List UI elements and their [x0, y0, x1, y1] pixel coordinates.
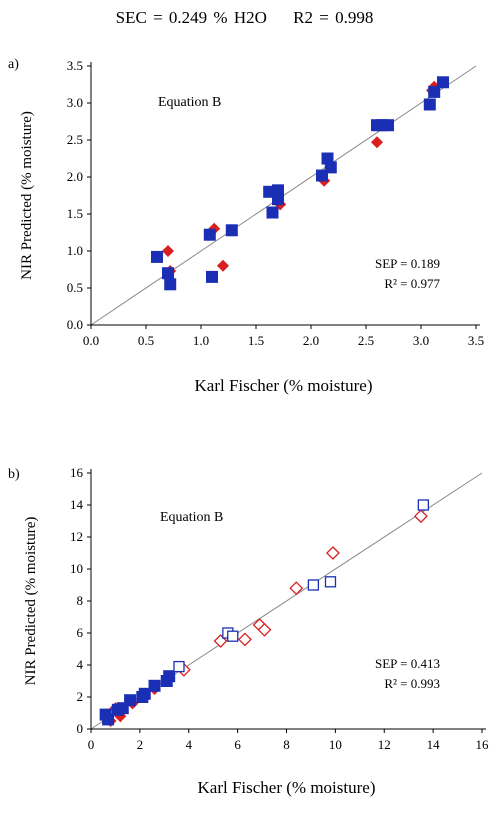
- x-tick-label: 14: [427, 737, 441, 752]
- y-tick-label: 4: [77, 657, 84, 672]
- data-point-square: [124, 694, 137, 707]
- y-tick-label: 0: [77, 721, 84, 736]
- data-point-square: [428, 85, 441, 98]
- y-tick-label: 16: [70, 465, 84, 480]
- data-point-square: [225, 224, 238, 237]
- sec-label: SEC = 0.249 % H2O: [115, 8, 267, 27]
- data-point-square: [102, 713, 115, 726]
- data-point-square: [272, 193, 284, 206]
- x-tick-label: 0.0: [83, 333, 99, 348]
- equation-annotation: Equation B: [160, 510, 223, 525]
- data-point-square: [382, 119, 394, 132]
- data-point-square: [151, 250, 163, 263]
- data-point-square: [163, 670, 176, 683]
- data-point-open-square: [227, 630, 239, 642]
- x-tick-label: 0: [88, 737, 95, 752]
- data-point-square: [324, 161, 337, 174]
- y-tick-label: 2.0: [67, 169, 83, 184]
- x-tick-label: 10: [329, 737, 342, 752]
- r2-annotation: R² = 0.993: [384, 676, 440, 691]
- data-point-open-diamond: [413, 509, 428, 524]
- data-point-open-square: [417, 499, 430, 511]
- y-tick-label: 2.5: [67, 132, 83, 147]
- y-tick-label: 3.0: [67, 95, 83, 110]
- data-point-square: [437, 76, 449, 89]
- y-tick-label: 10: [70, 561, 83, 576]
- x-tick-label: 6: [234, 737, 241, 752]
- data-point-square: [162, 267, 174, 280]
- equation-annotation: Equation B: [158, 95, 221, 110]
- x-tick-label: 1.0: [193, 333, 209, 348]
- data-point-square: [164, 278, 177, 291]
- y-tick-label: 8: [77, 593, 84, 608]
- data-point-square: [266, 206, 279, 219]
- data-point-open-square: [307, 579, 320, 591]
- y-axis-label: NIR Predicted (% moisture): [19, 111, 35, 280]
- data-point-diamond: [371, 136, 383, 149]
- data-point-square: [203, 228, 216, 241]
- r2-label: R2 = 0.998: [293, 8, 374, 27]
- data-point-square: [423, 98, 436, 111]
- x-tick-label: 1.5: [248, 333, 264, 348]
- y-tick-label: 14: [70, 497, 84, 512]
- data-point-diamond: [162, 245, 174, 257]
- data-point-square: [206, 270, 218, 283]
- y-axis-label: NIR Predicted (% moisture): [23, 517, 39, 686]
- sep-annotation: SEP = 0.413: [375, 656, 440, 671]
- x-tick-label: 2.5: [358, 333, 374, 348]
- y-tick-label: 3.5: [67, 58, 83, 73]
- data-point-open-diamond: [238, 632, 252, 647]
- scatter-chart-a: 0.0 0.5 1.0 1.5 2.0 2.5 3.0 3.5 0.0 0.5 1.0 1.5 2.0 2…: [8, 57, 484, 395]
- x-axis-label: Karl Fischer (% moisture): [195, 376, 373, 395]
- data-point-square: [148, 679, 161, 692]
- x-tick-label: 12: [378, 737, 391, 752]
- y-tick-label: 1.5: [67, 206, 83, 221]
- data-point-open-diamond: [257, 622, 272, 637]
- data-point-open-diamond: [289, 581, 304, 596]
- x-tick-label: 0.5: [138, 333, 154, 348]
- panel-label: b): [8, 467, 20, 482]
- y-tick-label: 2: [77, 689, 84, 704]
- data-point-diamond: [217, 259, 229, 272]
- y-tick-label: 0.0: [67, 317, 83, 332]
- data-point-open-diamond: [326, 546, 340, 560]
- scatter-chart-b: 0 2 4 6 8 10 12 14 16 0 2 4 6 8 10 12 14 16 b) Equation B SE…: [8, 465, 489, 797]
- data-point-square: [138, 687, 151, 700]
- data-point-open-square: [324, 576, 337, 588]
- chart-header: SEC = 0.249 % H2O R2 = 0.998: [0, 8, 489, 28]
- panel-label: a): [8, 57, 19, 72]
- sep-annotation: SEP = 0.189: [375, 256, 440, 271]
- x-tick-label: 8: [283, 737, 290, 752]
- x-tick-label: 3.0: [413, 333, 429, 348]
- x-tick-label: 4: [186, 737, 193, 752]
- r2-annotation: R² = 0.977: [384, 276, 440, 291]
- y-tick-label: 1.0: [67, 243, 83, 258]
- x-tick-label: 2.0: [303, 333, 319, 348]
- y-tick-label: 6: [77, 625, 84, 640]
- x-tick-label: 16: [476, 737, 489, 752]
- x-axis-label: Karl Fischer (% moisture): [198, 778, 376, 797]
- data-point-open-square: [173, 660, 185, 673]
- y-tick-label: 0.5: [67, 280, 83, 295]
- x-tick-label: 3.5: [468, 333, 484, 348]
- y-tick-label: 12: [70, 529, 83, 544]
- x-tick-label: 2: [137, 737, 144, 752]
